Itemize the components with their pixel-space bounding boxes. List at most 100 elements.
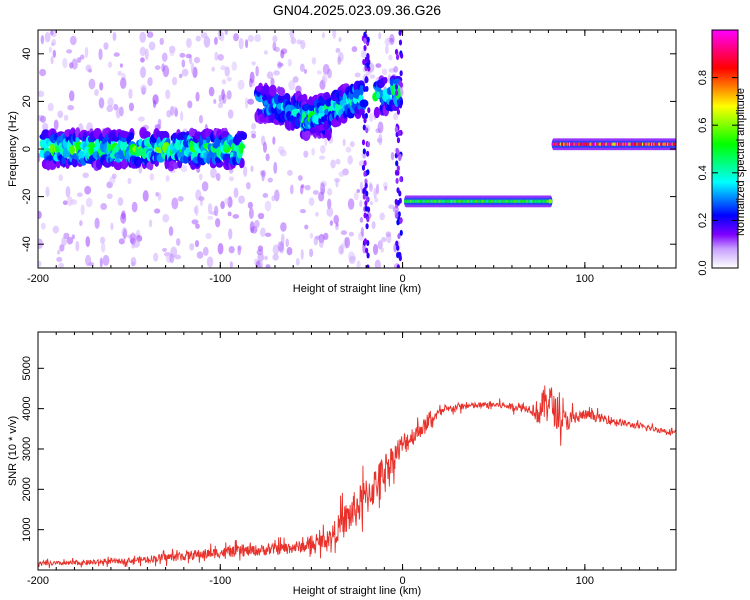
spectral-speckle — [267, 177, 273, 183]
spectral-speckle — [319, 155, 326, 160]
spectral-speckle — [359, 217, 364, 223]
spectral-speckle — [254, 34, 261, 43]
spectral-speckle — [342, 138, 346, 147]
spectral-speckle — [170, 106, 178, 112]
spectral-blob — [273, 93, 280, 105]
spectral-speckle — [128, 88, 133, 100]
colorbar-gradient — [712, 30, 738, 268]
x-tick-label: 100 — [576, 273, 594, 285]
spectral-speckle — [237, 79, 245, 90]
spectral-speckle — [321, 32, 325, 39]
spectral-speckle — [264, 200, 272, 212]
spectral-speckle — [255, 65, 259, 77]
spectral-speckle — [299, 208, 307, 214]
spectral-speckle — [227, 211, 232, 217]
figure-title: GN04.2025.023.09.36.G26 — [273, 2, 441, 18]
spectral-speckle — [113, 52, 120, 57]
spectral-speckle — [50, 56, 54, 65]
spectral-blob — [142, 130, 151, 138]
spectral-speckle — [214, 205, 219, 217]
spectral-speckle — [374, 197, 379, 203]
y-tick-label: -20 — [21, 189, 33, 205]
spectral-speckle — [374, 259, 381, 268]
spectral-speckle — [181, 68, 189, 77]
spectral-speckle — [272, 244, 280, 255]
spectral-speckle — [254, 219, 260, 228]
spectral-speckle — [377, 240, 383, 250]
spectral-speckle — [149, 173, 155, 181]
spectral-speckle — [214, 36, 218, 45]
spectral-speckle — [166, 109, 172, 118]
spectral-speckle — [290, 184, 294, 195]
spectral-blob — [359, 84, 364, 96]
spectral-speckle — [48, 46, 53, 54]
colorbar: 0.0 0.2 0.4 0.6 0.8 Normalized spectral ampl… — [697, 29, 747, 276]
spectral-streak — [366, 264, 370, 268]
spectral-speckle — [221, 79, 227, 85]
spectral-speckle — [330, 159, 336, 169]
spectral-speckle — [312, 190, 319, 195]
spectral-streak — [363, 212, 367, 219]
spectral-speckle — [67, 104, 75, 111]
spectral-speckle — [369, 74, 376, 79]
spectral-streak — [362, 193, 366, 200]
spectral-streak — [361, 139, 366, 146]
spectral-speckle — [340, 230, 348, 236]
spectral-blob — [277, 93, 285, 106]
x-tick-label: -200 — [27, 575, 49, 587]
spectral-speckle — [285, 238, 290, 248]
spectral-speckle — [264, 255, 268, 261]
spectral-speckle — [295, 257, 300, 266]
spectral-speckle — [140, 66, 147, 79]
spectral-speckle — [272, 136, 276, 145]
spectral-streak — [397, 130, 401, 137]
x-tick-label: -100 — [209, 273, 231, 285]
spectral-speckle — [174, 254, 182, 260]
spectral-speckle — [107, 61, 113, 68]
spectral-blob — [375, 91, 381, 99]
spectral-speckle — [121, 210, 126, 220]
spectral-speckle — [106, 193, 113, 200]
spectral-speckle — [69, 35, 77, 46]
spectral-speckle — [247, 98, 255, 105]
spectral-speckle — [159, 37, 164, 46]
spectral-speckle — [71, 234, 76, 240]
spectral-speckle — [42, 122, 49, 132]
spectral-speckle — [100, 236, 106, 244]
spectral-speckle — [181, 59, 186, 68]
spectral-speckle — [111, 173, 117, 179]
spectral-speckle — [106, 104, 114, 113]
spectral-speckle — [309, 248, 314, 258]
spectral-speckle — [264, 232, 272, 237]
spectral-speckle — [244, 97, 249, 109]
spectral-speckle — [117, 197, 124, 206]
x-tick-label: 0 — [400, 575, 406, 587]
spectral-streak — [399, 70, 403, 77]
spectral-speckle — [79, 220, 83, 227]
spectral-speckle — [38, 153, 41, 163]
spectral-streak — [396, 187, 400, 194]
spectral-blob — [121, 158, 128, 170]
x-tick-label: -200 — [27, 273, 49, 285]
spectral-speckle — [287, 58, 292, 67]
colorbar-tick-label: 0.2 — [697, 213, 709, 228]
y-tick-label: 20 — [21, 95, 33, 107]
spectral-speckle — [171, 197, 179, 210]
spectral-blob — [240, 131, 248, 141]
spectral-speckle — [221, 89, 225, 100]
spectral-speckle — [297, 175, 303, 181]
spectral-speckle — [206, 256, 214, 268]
spectral-speckle — [380, 247, 385, 253]
spectral-speckle — [180, 164, 188, 173]
spectral-speckle — [40, 35, 45, 45]
spectral-speckle — [371, 221, 376, 230]
spectral-speckle — [148, 219, 153, 228]
spectral-speckle — [369, 201, 373, 206]
spectral-speckle — [177, 195, 184, 202]
spectral-speckle — [337, 56, 342, 65]
spectral-speckle — [280, 222, 287, 232]
spectral-speckle — [322, 63, 330, 75]
spectral-speckle — [385, 45, 389, 55]
spectral-speckle — [226, 76, 232, 82]
spectrogram-ylabel: Frequency (Hz) — [7, 111, 19, 187]
